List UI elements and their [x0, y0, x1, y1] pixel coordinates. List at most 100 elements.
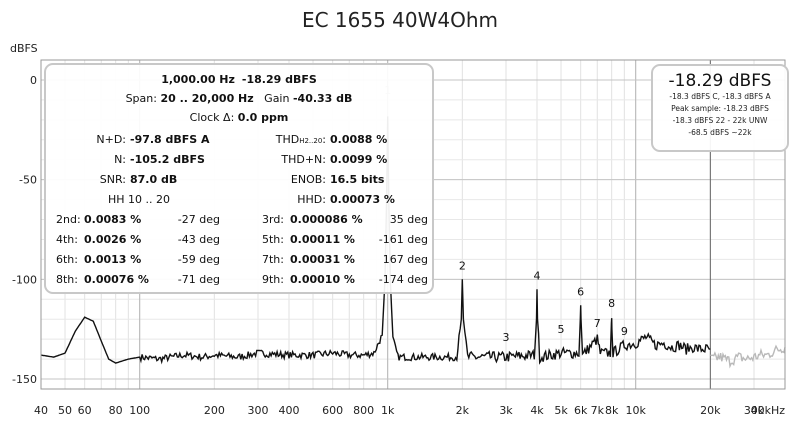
stats-thdn: 0.0099 %	[330, 153, 388, 166]
series-line-0	[40, 116, 711, 365]
stats-hhd-label: HHD:	[297, 193, 326, 206]
stats-enob: 16.5 bits	[330, 173, 385, 186]
stats-level: -18.29 dBFS	[241, 73, 317, 86]
x-tick-label: 300	[248, 404, 269, 417]
stats-enob-label: ENOB:	[290, 173, 326, 186]
harmonic-value-2: 0.00031 %	[290, 253, 355, 266]
x-tick-label: 5k	[554, 404, 568, 417]
harmonic-phase-2: 35 deg	[389, 213, 428, 226]
harmonic-phase-2: -174 deg	[378, 273, 428, 286]
x-tick-label: 60	[78, 404, 92, 417]
harmonic-value-2: 0.00011 %	[290, 233, 355, 246]
x-tick-label: 7k	[591, 404, 605, 417]
harmonic-label-2: 5th:	[262, 233, 284, 246]
harmonic-value-2: 0.000086 %	[290, 213, 363, 226]
harmonic-label-4: 4	[534, 269, 541, 282]
harmonic-value: 0.0083 %	[84, 213, 142, 226]
stats-span-label: Span:	[125, 92, 157, 105]
stats-clock-row: Clock Δ: 0.0 ppm	[46, 109, 432, 127]
stats-thd: 0.0088 %	[330, 133, 388, 146]
harmonic-label-2: 3rd:	[262, 213, 285, 226]
level-main: -18.29 dBFS	[668, 71, 772, 91]
stats-n-label: N:	[114, 153, 126, 166]
level-line-2: Peak sample: -18.23 dBFS	[671, 104, 769, 113]
harmonic-row: 6th: 0.0013 % -59 deg 7th: 0.00031 % 167 deg	[46, 251, 432, 269]
stats-gain: -40.33 dB	[292, 92, 353, 105]
harmonic-label: 2nd:	[56, 213, 81, 226]
x-tick-label: 100	[129, 404, 150, 417]
stats-hhd: 0.00073 %	[330, 193, 395, 206]
stats-clock-label: Clock Δ:	[189, 111, 235, 124]
harmonic-value: 0.0026 %	[84, 233, 142, 246]
harmonic-label: 4th:	[56, 233, 78, 246]
harmonic-value: 0.0013 %	[84, 253, 142, 266]
stats-snr-row: SNR: 87.0 dB ENOB: 16.5 bits	[46, 171, 432, 189]
x-tick-label: 3k	[499, 404, 513, 417]
axis-ticks: 0 -50 -100 -150 40 50 60 80 100 200 300 400 600 800 1k…	[12, 74, 785, 417]
harmonic-label-7: 7	[594, 317, 601, 330]
harmonic-label: 6th:	[56, 253, 78, 266]
chart-series	[40, 116, 786, 369]
stats-nd-row: N+D: -97.8 dBFS A THDH2..20: 0.0088 %	[46, 131, 432, 149]
level-line-4: -68.5 dBFS ~22k	[688, 128, 752, 137]
level-line-3: -18.3 dBFS 22 - 22k UNW	[672, 116, 768, 125]
x-tick-label: 4k	[530, 404, 544, 417]
harmonic-label-6: 6	[577, 285, 584, 298]
y-tick-label: -100	[12, 273, 37, 286]
stats-hh-row: HH 10 .. 20 HHD: 0.00073 %	[46, 191, 432, 209]
y-axis-label: dBFS	[10, 42, 38, 55]
harmonic-row: 2nd: 0.0083 % -27 deg 3rd: 0.000086 % 35 deg	[46, 211, 432, 229]
stats-gain-label: Gain	[264, 92, 290, 105]
stats-thdn-label: THD+N:	[281, 153, 326, 166]
harmonic-label-2: 7th:	[262, 253, 284, 266]
level-panel: -18.29 dBFS -18.3 dBFS C, -18.3 dBFS A P…	[651, 64, 789, 152]
x-tick-label: 400	[279, 404, 300, 417]
stats-nd: -97.8 dBFS A	[130, 133, 210, 146]
harmonic-phase: -59 deg	[177, 253, 220, 266]
stats-nd-label: N+D:	[96, 133, 126, 146]
harmonic-label-2: 9th:	[262, 273, 284, 286]
x-tick-label: 200	[204, 404, 225, 417]
stats-snr-label: SNR:	[99, 173, 126, 186]
harmonic-phase-2: 167 deg	[382, 253, 428, 266]
harmonic-phase: -27 deg	[177, 213, 220, 226]
x-tick-label: 10k	[626, 404, 647, 417]
stats-panel: 1,000.00 Hz -18.29 dBFS Span: 20 .. 20,0…	[44, 63, 434, 294]
plot-frame	[40, 59, 786, 390]
harmonic-label: 8th:	[56, 273, 78, 286]
series-line-1	[710, 344, 786, 369]
stats-span: 20 .. 20,000 Hz	[160, 92, 254, 105]
harmonic-value: 0.00076 %	[84, 273, 149, 286]
harmonic-label-8: 8	[608, 297, 615, 310]
stats-n-row: N: -105.2 dBFS THD+N: 0.0099 %	[46, 151, 432, 169]
harmonic-phase: -43 deg	[177, 233, 220, 246]
stats-clock: 0.0 ppm	[237, 111, 289, 124]
chart-title: EC 1655 40W4Ohm	[301, 8, 499, 32]
level-line-1: -18.3 dBFS C, -18.3 dBFS A	[669, 92, 771, 101]
x-tick-label: 20k	[700, 404, 721, 417]
stats-hh-label: HH 10 .. 20	[108, 193, 171, 206]
x-tick-label: 30k	[744, 404, 765, 417]
harmonic-label-3: 3	[503, 331, 510, 344]
x-tick-label: 6k	[574, 404, 588, 417]
stats-frequency: 1,000.00 Hz	[161, 73, 235, 86]
harmonic-phase: -71 deg	[177, 273, 220, 286]
harmonic-label-2: 2	[459, 259, 466, 272]
stats-thd-sub: H2..20	[299, 137, 323, 145]
x-tick-label: 800	[353, 404, 374, 417]
harmonic-phase-2: -161 deg	[378, 233, 428, 246]
x-tick-label: 50	[58, 404, 72, 417]
harmonic-row: 8th: 0.00076 % -71 deg 9th: 0.00010 % -174 de…	[46, 271, 432, 289]
stats-span-row: Span: 20 .. 20,000 Hz Gain -40.33 dB	[46, 90, 432, 108]
stats-snr: 87.0 dB	[130, 173, 178, 186]
y-tick-label: 0	[30, 74, 37, 87]
x-tick-label: 40	[34, 404, 48, 417]
x-tick-label: 2k	[456, 404, 470, 417]
stats-thd-label: THD	[275, 133, 300, 146]
harmonic-value-2: 0.00010 %	[290, 273, 355, 286]
stats-fundamental-row: 1,000.00 Hz -18.29 dBFS	[46, 71, 432, 89]
y-tick-label: -50	[19, 174, 37, 187]
x-tick-label: 40kHz	[751, 404, 786, 417]
stats-n: -105.2 dBFS	[130, 153, 205, 166]
y-tick-label: -150	[12, 373, 37, 386]
